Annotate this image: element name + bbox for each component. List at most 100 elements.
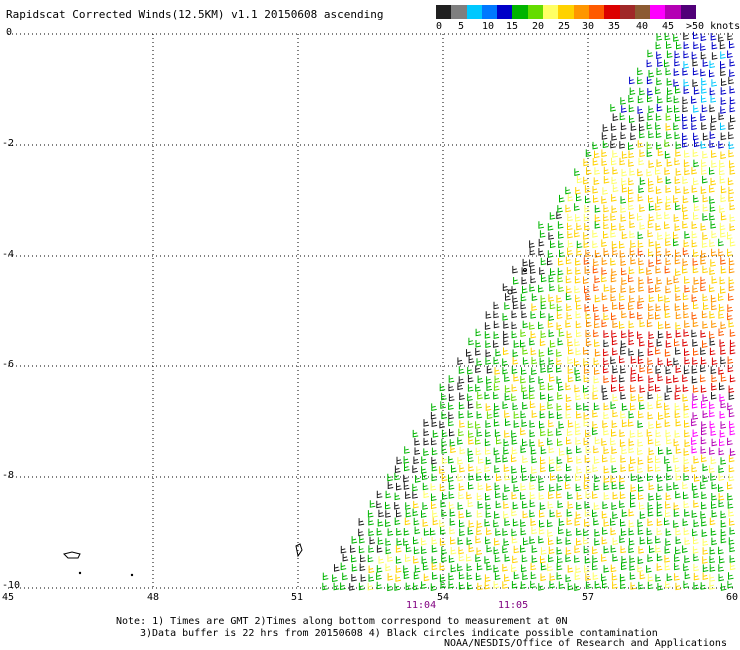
wind-barb bbox=[701, 86, 707, 94]
wind-barb bbox=[576, 175, 583, 184]
wind-barb bbox=[448, 482, 455, 490]
wind-barb bbox=[629, 87, 636, 96]
wind-barb bbox=[637, 213, 643, 221]
wind-barb bbox=[495, 490, 501, 499]
wind-barb bbox=[682, 394, 689, 402]
wind-barb bbox=[458, 546, 464, 555]
wind-barb bbox=[576, 193, 582, 202]
wind-barb bbox=[475, 437, 481, 445]
wind-barb bbox=[502, 545, 508, 554]
wind-barb bbox=[691, 483, 698, 491]
wind-barb bbox=[655, 113, 662, 121]
wind-barb bbox=[719, 176, 726, 184]
wind-barb bbox=[556, 509, 562, 518]
wind-barb bbox=[550, 240, 556, 249]
wind-barb bbox=[593, 258, 599, 267]
wind-barb bbox=[530, 347, 537, 356]
wind-barb bbox=[628, 410, 635, 419]
wind-barb bbox=[387, 554, 393, 562]
wind-barb bbox=[467, 499, 474, 508]
wind-barb bbox=[394, 472, 400, 481]
wind-barb bbox=[558, 329, 565, 337]
wind-barb bbox=[396, 528, 402, 536]
wind-barb bbox=[368, 528, 374, 537]
wind-barb bbox=[666, 472, 672, 481]
wind-barb bbox=[511, 430, 517, 438]
wind-barb bbox=[557, 205, 563, 213]
wind-barb bbox=[683, 329, 690, 337]
wind-barb bbox=[648, 482, 655, 491]
wind-barb bbox=[475, 535, 481, 544]
wind-barb bbox=[611, 133, 617, 141]
wind-barb bbox=[666, 78, 673, 86]
wind-barb bbox=[691, 464, 698, 473]
wind-barb bbox=[476, 562, 483, 571]
wind-barb bbox=[484, 581, 491, 590]
wind-barb bbox=[556, 403, 563, 411]
wind-barb bbox=[693, 159, 699, 168]
wind-barb bbox=[511, 310, 518, 319]
wind-barb bbox=[583, 176, 589, 185]
wind-barb bbox=[575, 258, 581, 266]
wind-barb bbox=[702, 151, 708, 159]
wind-barb bbox=[700, 113, 706, 122]
wind-barb bbox=[701, 401, 707, 409]
wind-barb bbox=[585, 581, 592, 590]
wind-barb bbox=[584, 185, 591, 193]
colorbar-label: 0 bbox=[436, 21, 443, 32]
wind-barb bbox=[612, 537, 619, 546]
wind-barb bbox=[512, 501, 519, 510]
wind-barb bbox=[530, 518, 537, 527]
wind-barb bbox=[523, 537, 529, 546]
wind-barb bbox=[549, 464, 555, 472]
wind-barb bbox=[648, 447, 655, 456]
wind-barb bbox=[711, 501, 717, 509]
wind-barb bbox=[576, 445, 582, 454]
wind-barb bbox=[576, 302, 582, 310]
wind-barb bbox=[529, 375, 535, 383]
wind-barb bbox=[702, 265, 708, 274]
wind-barb bbox=[413, 556, 419, 564]
wind-barb bbox=[637, 519, 643, 528]
wind-barb bbox=[376, 500, 382, 509]
wind-barb bbox=[638, 295, 645, 303]
wind-barb bbox=[493, 581, 500, 589]
wind-barb bbox=[592, 230, 598, 238]
wind-barb bbox=[611, 268, 617, 277]
wind-barb bbox=[658, 321, 664, 330]
wind-barb bbox=[709, 517, 716, 526]
wind-barb bbox=[611, 374, 618, 383]
wind-barb bbox=[558, 421, 565, 429]
wind-barb bbox=[665, 231, 671, 240]
wind-barb bbox=[719, 430, 726, 438]
wind-barb bbox=[385, 490, 392, 499]
wind-barb bbox=[457, 537, 464, 545]
wind-barb bbox=[594, 436, 601, 445]
wind-barb bbox=[513, 420, 520, 428]
wind-barb bbox=[567, 356, 573, 365]
wind-barb bbox=[683, 491, 689, 500]
wind-barb bbox=[710, 259, 716, 267]
wind-barb bbox=[484, 438, 491, 447]
wind-barb bbox=[682, 545, 688, 554]
wind-barb bbox=[567, 455, 573, 463]
wind-barb bbox=[693, 249, 699, 258]
wind-barb bbox=[540, 446, 547, 455]
wind-barb bbox=[647, 509, 654, 517]
wind-barb bbox=[359, 563, 366, 572]
wind-barb bbox=[655, 241, 662, 249]
wind-barb bbox=[700, 276, 706, 285]
wind-barb bbox=[647, 348, 654, 356]
wind-barb bbox=[566, 528, 572, 537]
wind-barb bbox=[664, 456, 670, 464]
wind-barb bbox=[511, 384, 518, 392]
wind-barb bbox=[592, 509, 598, 518]
wind-barb bbox=[655, 384, 661, 392]
wind-barb bbox=[718, 473, 725, 482]
wind-barb bbox=[639, 571, 646, 580]
wind-barb bbox=[656, 196, 663, 204]
wind-barb bbox=[637, 447, 643, 456]
wind-barb bbox=[709, 213, 715, 221]
wind-barb bbox=[648, 70, 655, 78]
wind-barb bbox=[423, 528, 430, 536]
